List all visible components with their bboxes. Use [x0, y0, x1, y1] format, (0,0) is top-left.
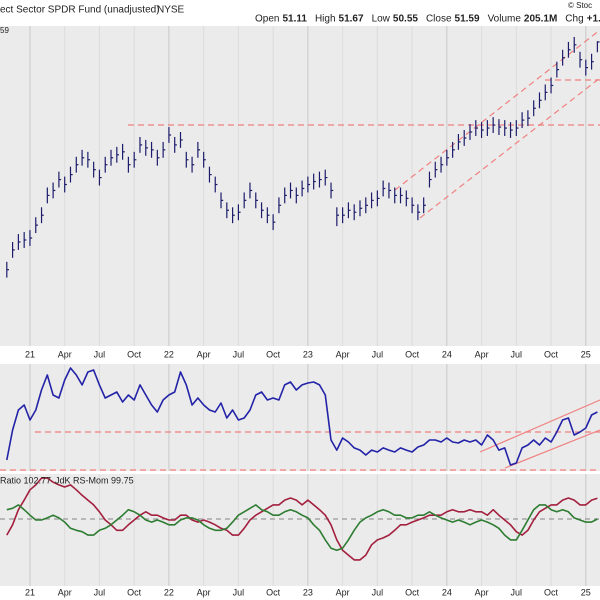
rs-panel	[0, 364, 600, 471]
x-tick-label: Oct	[405, 587, 420, 597]
x-tick-label: Jul	[233, 587, 245, 597]
series-line	[6, 477, 598, 561]
annotations	[0, 29, 600, 520]
rs-trend-lower	[504, 429, 600, 469]
quote-value: 51.67	[339, 14, 364, 25]
x-tick-label: Oct	[266, 587, 281, 597]
x-tick-label: Oct	[127, 587, 142, 597]
quote-label: Close	[426, 14, 452, 25]
x-tick-label: 25	[581, 587, 591, 597]
channel-upper	[394, 29, 600, 191]
x-tick-label: Oct	[266, 349, 281, 359]
x-tick-label: Jul	[372, 587, 384, 597]
quote: Open 51.11 High 51.67 Low 50.55 Close 51.59 Volu…	[255, 14, 600, 25]
quote-label: Low	[372, 14, 391, 25]
quote-value: +1.7	[587, 14, 600, 25]
x-tick-label: Oct	[127, 349, 142, 359]
quote-label: Volume	[488, 14, 522, 25]
x-tick-label: Apr	[58, 349, 72, 359]
exchange: NYSE	[157, 5, 185, 16]
x-tick-label: Apr	[197, 349, 211, 359]
x-tick-label: Oct	[544, 587, 559, 597]
title: ect Sector SPDR Fund (unadjusted)	[0, 5, 160, 16]
quote-value: 205.1M	[524, 14, 557, 25]
quote-value: 51.11	[282, 14, 307, 25]
x-tick-label: Apr	[197, 587, 211, 597]
x-tick-label: Jul	[372, 349, 384, 359]
momentum-panel	[0, 474, 600, 586]
rs-trend-upper	[479, 399, 600, 453]
quote-label: Open	[255, 14, 279, 25]
x-tick-label: 23	[303, 349, 313, 359]
x-tick-label: 23	[303, 587, 313, 597]
x-tick-label: Jul	[94, 349, 106, 359]
x-tick-label: 24	[442, 587, 452, 597]
source: © Stoc	[568, 1, 592, 10]
marks: Ratio 102.77 JdK RS-Mom 99.75	[0, 36, 600, 561]
quote-label: High	[315, 14, 336, 25]
x-tick-label: 22	[164, 349, 174, 359]
quote-value: 50.55	[393, 14, 418, 25]
grid: 21 21 Apr Apr Jul Jul Oct Oct 22 22 Apr Apr Jul Jul Oc…	[25, 26, 591, 597]
price-panel	[0, 26, 600, 346]
x-tick-label: Oct	[405, 349, 420, 359]
x-tick-label: Apr	[475, 587, 489, 597]
x-tick-label: Apr	[336, 587, 350, 597]
x-tick-label: Oct	[544, 349, 559, 359]
x-tick-label: Jul	[511, 349, 523, 359]
x-tick-label: Jul	[511, 587, 523, 597]
x-tick-label: 22	[164, 587, 174, 597]
last-label: 59	[0, 26, 9, 35]
x-tick-label: Jul	[233, 349, 245, 359]
x-tick-label: 21	[25, 587, 35, 597]
x-tick-label: Jul	[94, 587, 106, 597]
x-tick-label: 21	[25, 349, 35, 359]
series-line	[6, 504, 598, 552]
quote-value: 51.59	[455, 14, 480, 25]
x-tick-label: Apr	[58, 587, 72, 597]
channel-lower	[419, 77, 600, 219]
x-tick-label: Apr	[336, 349, 350, 359]
x-tick-label: 24	[442, 349, 452, 359]
x-tick-label: Apr	[475, 349, 489, 359]
x-tick-label: 25	[581, 349, 591, 359]
quote-label: Chg	[565, 14, 583, 25]
legend-label: Ratio 102.77	[0, 475, 51, 485]
series-line	[6, 367, 598, 466]
legend-label: JdK RS-Mom 99.75	[55, 475, 134, 485]
